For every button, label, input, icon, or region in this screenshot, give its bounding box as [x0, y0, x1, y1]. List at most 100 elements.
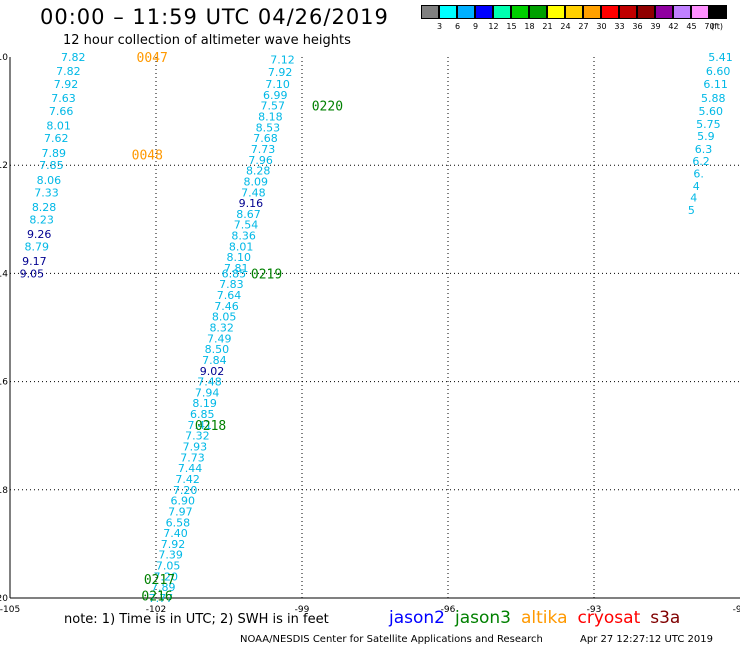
wave-height-value: 7.68	[253, 132, 278, 145]
legend-label: 6	[454, 22, 461, 31]
legend-swatch	[511, 5, 529, 19]
wave-height-value: 7.64	[217, 289, 242, 302]
wave-height-value: 7.84	[202, 354, 227, 367]
legend-swatch	[709, 5, 727, 19]
wave-height-value: 7.92	[268, 66, 293, 79]
pass-time-label: 0220	[312, 100, 343, 115]
legend-swatch	[457, 5, 475, 19]
lat-tick-label: -20	[0, 594, 8, 604]
wave-height-value: 8.05	[212, 311, 237, 324]
lat-tick-label: -14	[0, 269, 8, 279]
lat-tick-label: -10	[0, 53, 8, 63]
pass-time-label: 0047	[137, 51, 168, 66]
wave-height-value: 8.36	[231, 230, 256, 243]
legend-swatch	[637, 5, 655, 19]
wave-height-value: 9.17	[22, 255, 47, 268]
wave-height-value: 5.75	[696, 118, 721, 131]
satellite-label: altika	[521, 608, 568, 628]
wave-height-value: 7.73	[180, 451, 205, 464]
wave-height-value: 6.90	[171, 495, 196, 508]
wave-height-value: 7.40	[163, 527, 188, 540]
legend-swatch	[601, 5, 619, 19]
legend-swatch	[619, 5, 637, 19]
wave-height-value: 8.10	[226, 251, 251, 264]
lon-tick-label: -99	[295, 605, 310, 615]
pass-time-label: 0219	[251, 267, 282, 282]
satellite-label: cryosat	[577, 608, 641, 628]
wave-height-value: 7.73	[251, 143, 276, 156]
wave-height-value: 6.85	[222, 267, 247, 280]
wave-height-value: 7.41	[188, 419, 213, 432]
satellite-label: s3a	[650, 608, 681, 628]
wave-height-value: 9.05	[20, 267, 45, 280]
wave-height-value: 7.32	[185, 430, 210, 443]
page-title: 00:00 – 11:59 UTC 04/26/2019	[40, 5, 389, 29]
wave-height-value: 7.93	[183, 441, 208, 454]
wave-height-value: 5.88	[701, 92, 726, 105]
wave-height-value: 7.10	[265, 78, 290, 91]
satellite-label: jason3	[455, 608, 511, 628]
legend-label: 70	[704, 22, 715, 31]
wave-height-value: 7.46	[214, 300, 239, 313]
wave-height-value: 5.41	[708, 51, 733, 64]
legend-swatch	[691, 5, 709, 19]
wave-height-value: 8.01	[46, 120, 71, 133]
wave-height-value: 9.26	[27, 228, 52, 241]
satellite-legend: jason2 jason3 altika cryosat s3a	[389, 608, 690, 628]
wave-height-value: 7.89	[151, 581, 176, 594]
wave-height-value: 8.53	[256, 121, 281, 134]
wave-height-value: 7.57	[261, 100, 286, 113]
wave-height-value: 7.49	[207, 332, 232, 345]
legend-swatch	[655, 5, 673, 19]
wave-height-value: 8.79	[25, 240, 50, 253]
wave-height-value: 6.60	[706, 65, 731, 78]
pass-time-label: 0216	[141, 589, 172, 604]
legend-swatch	[529, 5, 547, 19]
legend-label: 30	[596, 22, 607, 31]
generated-timestamp: Apr 27 12:27:12 UTC 2019	[580, 634, 713, 645]
legend-units: (ft)	[711, 22, 724, 31]
wave-height-value: 6.85	[190, 408, 215, 421]
legend-label: 15	[506, 22, 517, 31]
wave-height-value: 7.97	[168, 505, 193, 518]
wave-height-value: 7.12	[270, 54, 295, 67]
wave-height-value: 8.09	[244, 175, 269, 188]
legend-label: 9	[472, 22, 479, 31]
wave-height-value: 5.60	[699, 105, 724, 118]
wave-height-value: 8.67	[236, 208, 261, 221]
wave-height-value: 6.99	[263, 89, 288, 102]
wave-height-value: 9.16	[239, 197, 264, 210]
legend-swatch	[547, 5, 565, 19]
lon-tick-label: -105	[0, 605, 20, 615]
legend-label: 42	[668, 22, 679, 31]
legend-swatch	[421, 5, 439, 19]
page-subtitle: 12 hour collection of altimeter wave hei…	[63, 33, 351, 48]
legend-label: 18	[524, 22, 535, 31]
wave-height-value: 6.11	[703, 78, 728, 91]
wave-height-value: 4	[693, 180, 700, 193]
wave-height-value: 7.82	[61, 51, 86, 64]
wave-height-value: 5	[688, 204, 695, 217]
legend-label: 36	[632, 22, 643, 31]
wave-height-value: 7.48	[241, 186, 266, 199]
wave-height-value: 6.	[693, 167, 704, 180]
wave-height-value: 8.01	[229, 240, 254, 253]
wave-height-value: 7.81	[224, 262, 249, 275]
satellite-label: jason2	[389, 608, 445, 628]
pass-time-label: 0218	[195, 419, 226, 434]
lat-tick-label: -12	[0, 161, 8, 171]
wave-height-value: 7.39	[158, 549, 183, 562]
wave-height-value: 6.3	[695, 143, 713, 156]
legend-swatch	[673, 5, 691, 19]
legend-swatch	[583, 5, 601, 19]
wave-height-value: 7.89	[42, 147, 67, 160]
wave-height-value: 8.32	[209, 322, 234, 335]
legend-swatch	[439, 5, 457, 19]
lat-tick-label: -16	[0, 378, 8, 388]
wave-height-value: 6.58	[166, 516, 191, 529]
wave-height-value: 7.44	[178, 462, 203, 475]
wave-height-value: 7.54	[234, 219, 259, 232]
wave-height-value: 7.82	[56, 65, 81, 78]
note-text: note: 1) Time is in UTC; 2) SWH is in fe…	[64, 612, 329, 627]
lat-tick-label: -18	[0, 486, 8, 496]
